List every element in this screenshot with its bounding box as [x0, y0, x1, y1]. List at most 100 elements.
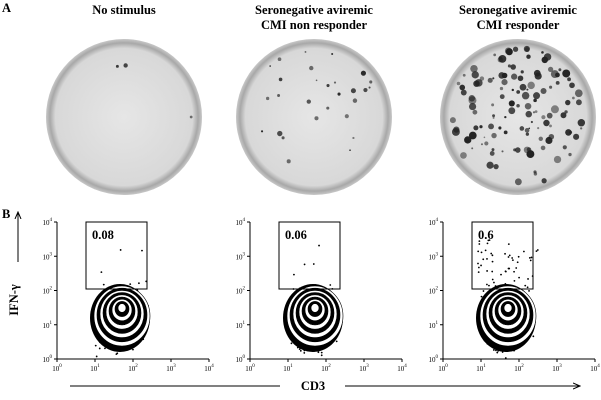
- gate-value: 0.06: [285, 228, 307, 242]
- spot: [460, 152, 467, 159]
- tick-exp: 3: [366, 364, 369, 369]
- spot: [464, 136, 471, 143]
- event: [505, 357, 507, 359]
- spot: [450, 117, 456, 123]
- spot: [516, 90, 520, 94]
- spot: [463, 74, 466, 77]
- y-tick-label: 102: [429, 287, 439, 296]
- event: [336, 340, 338, 342]
- spot: [549, 124, 552, 127]
- event: [96, 356, 98, 358]
- event: [505, 270, 507, 272]
- event: [511, 257, 513, 259]
- event: [293, 274, 295, 276]
- event: [478, 267, 480, 269]
- spot: [521, 70, 524, 73]
- spot: [352, 137, 354, 139]
- spot: [541, 115, 545, 119]
- spot: [486, 162, 493, 169]
- spot: [501, 79, 507, 85]
- event: [129, 283, 131, 285]
- spot: [490, 151, 495, 156]
- spot: [533, 92, 540, 99]
- event: [495, 285, 497, 287]
- spot: [526, 89, 528, 91]
- spot: [498, 56, 502, 60]
- x-tick-label: 102: [514, 364, 524, 373]
- event: [100, 271, 102, 273]
- event: [492, 261, 494, 263]
- tick-exp: 4: [597, 364, 600, 369]
- spot: [484, 137, 486, 139]
- tick-exp: 1: [436, 321, 439, 326]
- contour: [311, 304, 319, 313]
- spot: [316, 80, 318, 82]
- spot: [471, 147, 473, 149]
- tick-exp: 3: [50, 252, 53, 257]
- spot: [565, 100, 570, 105]
- spot: [331, 53, 333, 55]
- spot: [353, 98, 357, 102]
- x-tick-label: 102: [128, 364, 138, 373]
- tick-exp: 4: [436, 218, 439, 223]
- spot: [527, 147, 531, 151]
- y-tick-label: 100: [43, 355, 53, 364]
- spot: [363, 88, 367, 92]
- spot: [326, 107, 329, 110]
- spot: [452, 128, 460, 136]
- well: [440, 39, 596, 195]
- spot: [527, 82, 534, 89]
- spot: [563, 145, 567, 149]
- spot: [261, 130, 263, 132]
- spot: [369, 80, 372, 83]
- y-tick-label: 104: [236, 218, 246, 227]
- spot: [488, 78, 493, 83]
- spot: [277, 94, 280, 97]
- contour: [118, 304, 126, 313]
- tick-exp: 4: [243, 218, 246, 223]
- spot: [516, 104, 520, 108]
- spot: [510, 64, 516, 70]
- spot: [461, 90, 467, 96]
- x-tick-label: 102: [321, 364, 331, 373]
- well-title: Seronegative aviremic: [255, 3, 373, 17]
- event: [517, 261, 519, 263]
- y-tick-label: 103: [236, 252, 246, 261]
- x-tick-label: 101: [476, 364, 486, 373]
- event: [141, 250, 143, 252]
- x-tick-label: 104: [397, 364, 407, 373]
- spot: [526, 55, 530, 59]
- spot: [569, 82, 575, 88]
- spot: [470, 65, 477, 72]
- event: [513, 271, 515, 273]
- tick-exp: 1: [97, 364, 100, 369]
- panel-label: A: [2, 1, 11, 15]
- x-tick-label: 100: [438, 364, 448, 373]
- spot: [572, 97, 575, 100]
- spot: [535, 110, 538, 113]
- spot: [287, 159, 291, 163]
- event: [482, 258, 484, 260]
- y-tick-label: 101: [429, 321, 439, 330]
- spot: [531, 121, 533, 123]
- event: [103, 284, 105, 286]
- event: [508, 256, 510, 258]
- event: [528, 290, 530, 292]
- spot: [542, 57, 548, 63]
- tick-exp: 0: [252, 364, 255, 369]
- tick-exp: 3: [243, 252, 246, 257]
- spot: [524, 46, 530, 52]
- tick-exp: 1: [290, 364, 293, 369]
- event: [486, 284, 488, 286]
- y-tick-label: 104: [429, 218, 439, 227]
- event: [478, 271, 480, 273]
- event: [508, 268, 510, 270]
- spot: [565, 129, 572, 136]
- spot: [541, 146, 546, 151]
- spot: [511, 74, 517, 80]
- event: [530, 260, 532, 262]
- event: [537, 249, 539, 251]
- spot: [562, 69, 570, 77]
- tick-exp: 0: [50, 355, 53, 360]
- panel-label: B: [2, 207, 10, 221]
